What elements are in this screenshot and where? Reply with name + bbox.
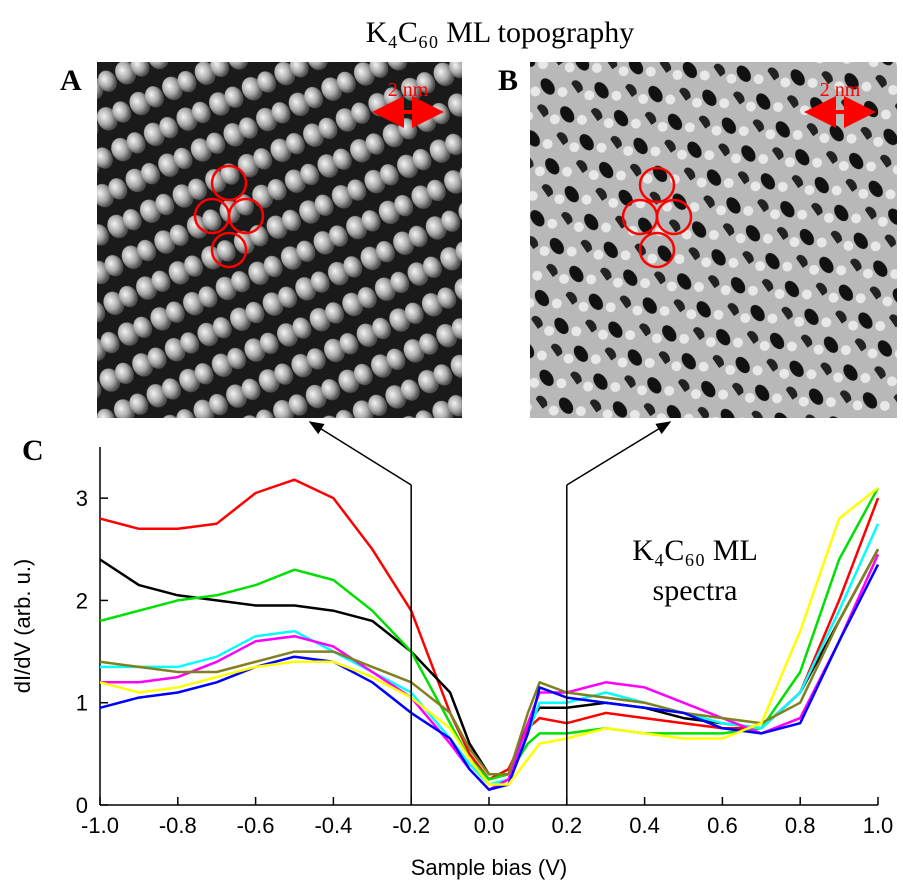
spectrum-line bbox=[99, 548, 880, 776]
y-tick-label: 0 bbox=[76, 793, 88, 818]
scale-bar-label: 2 nm bbox=[388, 79, 429, 101]
figure-title: K₄C₆₀ ML topography bbox=[366, 16, 635, 49]
panel-label: B bbox=[498, 64, 518, 97]
x-tick-label: -0.2 bbox=[392, 813, 430, 838]
panel-label: C bbox=[22, 434, 44, 467]
scale-bar-label: 2 nm bbox=[820, 79, 861, 101]
annotation: K₄C₆₀ ML bbox=[632, 534, 758, 567]
x-tick-label: 1.0 bbox=[863, 813, 894, 838]
x-tick-label: 0.8 bbox=[785, 813, 816, 838]
marker-arrow bbox=[308, 421, 412, 486]
molecule-outline bbox=[193, 164, 265, 269]
y-axis-label: dI/dV (arb. u.) bbox=[10, 559, 35, 694]
x-tick-label: -1.0 bbox=[81, 813, 119, 838]
spectrum-line bbox=[100, 523, 880, 786]
spectrum-line bbox=[99, 487, 880, 781]
stm-image-b bbox=[530, 62, 897, 418]
molecule-outline bbox=[621, 166, 693, 269]
annotation: spectra bbox=[653, 574, 738, 607]
y-tick-label: 2 bbox=[76, 588, 88, 613]
x-tick-label: 0.0 bbox=[474, 813, 505, 838]
stm-image-a bbox=[97, 62, 462, 418]
spectrum-line bbox=[99, 486, 879, 786]
x-tick-label: -0.8 bbox=[159, 813, 197, 838]
x-tick-label: -0.6 bbox=[237, 813, 275, 838]
x-tick-label: 0.2 bbox=[552, 813, 583, 838]
x-tick-label: -0.4 bbox=[314, 813, 352, 838]
x-tick-label: 0.4 bbox=[629, 813, 660, 838]
x-axis-label: Sample bias (V) bbox=[411, 855, 568, 880]
y-tick-label: 1 bbox=[76, 691, 88, 716]
panel-label: A bbox=[60, 64, 82, 97]
x-tick-label: 0.6 bbox=[707, 813, 738, 838]
marker-arrow bbox=[566, 421, 672, 486]
y-tick-label: 3 bbox=[76, 486, 88, 511]
